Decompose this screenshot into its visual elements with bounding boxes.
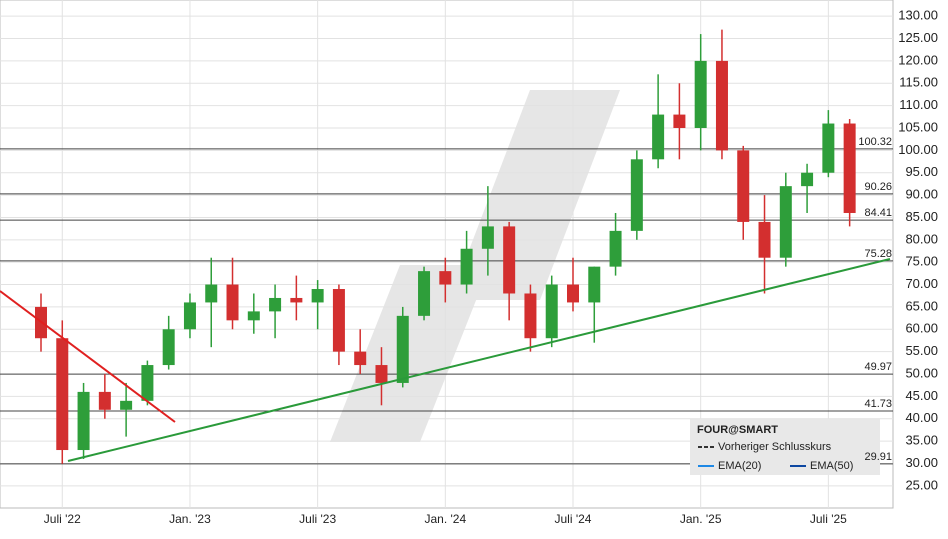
legend-box <box>690 419 880 475</box>
candle-body <box>354 351 367 366</box>
candle-body <box>205 284 218 303</box>
y-tick-label: 125.00 <box>898 30 938 45</box>
legend-label: EMA(50) <box>810 460 853 472</box>
trend-line <box>67 258 891 462</box>
candle-body <box>503 226 516 294</box>
candle-body <box>609 230 622 267</box>
y-tick-label: 115.00 <box>899 75 938 90</box>
candle-body <box>77 391 90 451</box>
y-tick-label: 50.00 <box>905 365 938 380</box>
y-tick-label: 110.00 <box>899 97 938 112</box>
candle-body <box>183 302 196 330</box>
legend-label: Vorheriger Schlusskurs <box>718 441 832 453</box>
candle-body <box>673 114 686 128</box>
candle-body <box>524 293 537 339</box>
y-tick-label: 90.00 <box>905 187 938 202</box>
x-tick-label: Juli '22 <box>44 512 81 526</box>
candle-body <box>56 338 69 451</box>
candle-body <box>375 365 388 383</box>
candle-body <box>226 284 239 321</box>
candle-body <box>481 226 494 249</box>
candle-body <box>822 123 835 173</box>
candle-body <box>588 266 601 303</box>
candle-body <box>141 365 154 401</box>
candle-body <box>652 114 665 160</box>
candle-body <box>247 311 260 321</box>
y-tick-label: 100.00 <box>898 142 938 157</box>
candle-body <box>332 289 345 352</box>
marks <box>35 29 856 464</box>
candle-body <box>567 284 579 303</box>
y-tick-label: 40.00 <box>905 410 938 425</box>
candle-body <box>715 60 728 151</box>
level-label: 84.41 <box>864 207 892 219</box>
y-tick-label: 80.00 <box>905 231 938 246</box>
y-tick-label: 85.00 <box>905 209 938 224</box>
legend-label: EMA(20) <box>718 460 761 472</box>
x-tick-label: Jan. '25 <box>680 512 722 526</box>
watermark-shape <box>330 265 490 442</box>
candle-body <box>758 221 771 258</box>
y-tick-label: 30.00 <box>905 455 938 470</box>
candle-body <box>396 315 409 383</box>
candle-body <box>162 329 175 366</box>
candle-body <box>439 271 452 285</box>
y-tick-label: 60.00 <box>905 321 938 336</box>
level-label: 75.28 <box>864 248 892 260</box>
candle-body <box>801 172 814 187</box>
level-label: 41.73 <box>864 398 892 410</box>
candle-body <box>843 123 856 213</box>
candle-body <box>120 400 133 410</box>
y-tick-label: 35.00 <box>905 433 938 448</box>
x-tick-label: Juli '23 <box>299 512 336 526</box>
candle-body <box>630 159 643 231</box>
y-tick-label: 25.00 <box>905 477 938 492</box>
x-tick-label: Juli '25 <box>810 512 847 526</box>
candle-body <box>460 248 473 285</box>
level-label: 100.32 <box>858 136 892 148</box>
level-label: 90.26 <box>864 181 892 193</box>
candle-body <box>694 60 707 129</box>
legend: FOUR@SMART Vorheriger Schlusskurs EMA(20… <box>690 419 880 475</box>
y-tick-label: 45.00 <box>905 388 938 403</box>
trend-line <box>0 290 176 423</box>
legend-title: FOUR@SMART <box>697 424 778 436</box>
x-tick-label: Jan. '23 <box>169 512 211 526</box>
y-tick-label: 65.00 <box>905 298 938 313</box>
y-tick-label: 105.00 <box>898 119 938 134</box>
candle-body <box>290 297 303 303</box>
candle-body <box>311 289 324 303</box>
candle-body <box>418 271 431 316</box>
x-tick-label: Juli '24 <box>555 512 592 526</box>
x-tick-label: Jan. '24 <box>424 512 466 526</box>
y-tick-label: 120.00 <box>898 52 938 67</box>
level-label: 29.91 <box>864 451 892 463</box>
y-tick-label: 55.00 <box>905 343 938 358</box>
y-tick-label: 130.00 <box>898 8 938 23</box>
candle-body <box>269 297 282 312</box>
level-label: 49.97 <box>864 361 892 373</box>
y-tick-label: 95.00 <box>905 164 938 179</box>
candle-body <box>737 150 750 222</box>
candle-body <box>98 391 111 410</box>
y-tick-label: 70.00 <box>905 276 938 291</box>
y-tick-label: 75.00 <box>905 254 938 269</box>
candle-body <box>779 186 792 258</box>
candle-body <box>545 284 558 339</box>
